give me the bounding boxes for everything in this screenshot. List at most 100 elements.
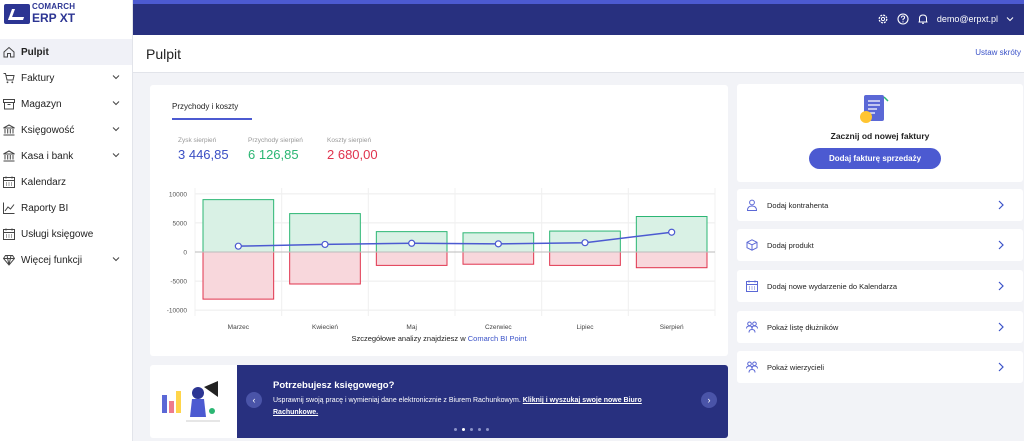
slide-indicator	[454, 428, 489, 431]
next-slide-button[interactable]: ›	[701, 392, 717, 408]
box-icon	[746, 239, 758, 251]
y-tick-label: -5000	[170, 279, 187, 286]
home-icon	[3, 46, 15, 58]
kpi-income: Przychody sierpień 6 126,85	[248, 137, 303, 162]
cost-bar	[375, 251, 448, 266]
calendar-icon	[746, 280, 758, 292]
footnote-text: Szczegółowe analizy znajdziesz w	[351, 334, 467, 343]
y-tick-label: 5000	[173, 220, 188, 227]
kpi-label: Koszty sierpień	[327, 137, 372, 144]
cost-bar	[462, 251, 535, 265]
sidebar-item-label: Księgowość	[21, 125, 75, 136]
comarch-logo[interactable]: COMARCH ERP XT	[4, 2, 129, 30]
profit-point	[408, 239, 416, 247]
x-tick-label: Kwiecień	[312, 324, 338, 331]
action-label: Dodaj kontrahenta	[767, 201, 829, 210]
prev-slide-button[interactable]: ‹	[246, 392, 262, 408]
sidebar-item-kasa-i-bank[interactable]: Kasa i bank	[0, 143, 132, 169]
sidebar-item-magazyn[interactable]: Magazyn	[0, 91, 132, 117]
x-tick-label: Lipiec	[577, 324, 595, 331]
sidebar-item-uslugi-ksiegowe[interactable]: Usługi księgowe	[0, 221, 132, 247]
new-invoice-card: Zacznij od nowej faktury Dodaj fakturę s…	[737, 84, 1023, 182]
sidebar-item-label: Kasa i bank	[21, 151, 74, 162]
add-calendar-event-action[interactable]: Dodaj nowe wydarzenie do Kalendarza	[737, 270, 1023, 302]
chevron-down-icon	[112, 257, 120, 262]
sidebar-item-faktury[interactable]: Faktury	[0, 65, 132, 91]
calendar-icon	[3, 176, 15, 188]
bell-icon[interactable]	[917, 13, 929, 25]
set-shortcuts-link[interactable]: Ustaw skróty	[975, 48, 1021, 57]
sidebar-item-wiecej-funkcji[interactable]: Więcej funkcji	[0, 247, 132, 273]
brand-top: COMARCH	[32, 2, 76, 11]
cost-bar	[289, 251, 361, 285]
sidebar-item-ksiegowosc[interactable]: Księgowość	[0, 117, 132, 143]
sidebar-item-raporty-bi[interactable]: Raporty BI	[0, 195, 132, 221]
sidebar-item-pulpit[interactable]: Pulpit	[0, 39, 132, 65]
top-bar: demo@erpxt.pl	[133, 0, 1024, 35]
person-icon	[746, 199, 758, 211]
page-title: Pulpit	[146, 46, 182, 62]
y-tick-label: -10000	[167, 308, 188, 315]
show-creditors-action[interactable]: Pokaż wierzycieli	[737, 351, 1023, 383]
kpi-profit: Zysk sierpień 3 446,85	[178, 137, 229, 162]
cost-bar	[635, 251, 708, 269]
slide-dot[interactable]	[478, 428, 481, 431]
slide-dot[interactable]	[462, 428, 465, 431]
sidebar-item-kalendarz[interactable]: Kalendarz	[0, 169, 132, 195]
cart-icon	[3, 73, 15, 84]
kpi-value: 6 126,85	[248, 147, 299, 162]
add-product-action[interactable]: Dodaj produkt	[737, 229, 1023, 261]
chevron-down-icon	[112, 127, 120, 132]
gear-icon[interactable]	[877, 13, 889, 25]
tab-income-costs[interactable]: Przychody i koszty	[172, 102, 239, 111]
sidebar-item-label: Kalendarz	[21, 177, 67, 188]
add-contractor-action[interactable]: Dodaj kontrahenta	[737, 189, 1023, 221]
kpi-costs: Koszty sierpień 2 680,00	[327, 137, 378, 162]
slide-dot[interactable]	[454, 428, 457, 431]
chevron-down-icon	[112, 153, 120, 158]
find-accountant-link[interactable]: Kliknij i wyszukaj swoje nowe Biuro Rach…	[273, 397, 642, 416]
add-sales-invoice-button[interactable]: Dodaj fakturę sprzedaży	[809, 148, 941, 169]
kpi-value: 2 680,00	[327, 147, 378, 162]
page-header: Pulpit Ustaw skróty	[133, 35, 1024, 73]
x-tick-label: Czerwiec	[485, 324, 512, 331]
people-icon	[746, 321, 758, 333]
kpi-label: Zysk sierpień	[178, 137, 217, 144]
brand-bottom: ERP XT	[32, 11, 76, 25]
calendar-icon	[3, 228, 15, 240]
kpi-value: 3 446,85	[178, 147, 229, 162]
box-icon	[3, 99, 15, 110]
banner-text: Usprawnij swoją pracę i wymieniaj dane e…	[273, 395, 673, 419]
profit-point	[321, 240, 329, 249]
chevron-down-icon[interactable]	[1006, 15, 1014, 23]
sidebar: COMARCH ERP XT Pulpit Faktury Magazyn Ks…	[0, 0, 133, 441]
x-tick-label: Marzec	[228, 324, 250, 331]
people-icon	[746, 361, 758, 373]
chevron-down-icon	[112, 75, 120, 80]
kpi-label: Przychody sierpień	[248, 137, 303, 144]
profit-point	[494, 240, 502, 248]
diamond-icon	[3, 255, 15, 266]
user-email[interactable]: demo@erpxt.pl	[936, 14, 998, 24]
slide-dot[interactable]	[470, 428, 473, 431]
profit-point	[234, 242, 242, 250]
help-icon[interactable]	[897, 13, 909, 25]
invoice-illustration-icon	[860, 95, 889, 123]
logo-mark-icon	[4, 4, 30, 24]
chevron-right-icon	[998, 240, 1004, 250]
y-tick-label: 10000	[169, 191, 187, 198]
action-label: Dodaj nowe wydarzenie do Kalendarza	[767, 282, 898, 291]
bi-point-link[interactable]: Comarch BI Point	[468, 334, 528, 343]
chevron-right-icon	[998, 200, 1004, 210]
slide-dot[interactable]	[486, 428, 489, 431]
sidebar-item-label: Magazyn	[21, 99, 62, 110]
show-debtors-action[interactable]: Pokaż listę dłużników	[737, 311, 1023, 343]
accountant-banner: ‹ Potrzebujesz księgowego? Usprawnij swo…	[150, 365, 728, 438]
action-label: Pokaż wierzycieli	[767, 363, 825, 372]
banner-content: ‹ Potrzebujesz księgowego? Usprawnij swo…	[237, 365, 728, 438]
income-costs-chart: 10000 5000 0 -5000 -10000 Marzec Kwiecień Maj Cz…	[167, 188, 716, 343]
chart-footnote: Szczegółowe analizy znajdziesz w Comarch…	[351, 334, 527, 343]
banner-description: Usprawnij swoją pracę i wymieniaj dane e…	[273, 397, 521, 404]
tab-active-indicator	[172, 118, 252, 120]
profit-point	[668, 228, 676, 236]
